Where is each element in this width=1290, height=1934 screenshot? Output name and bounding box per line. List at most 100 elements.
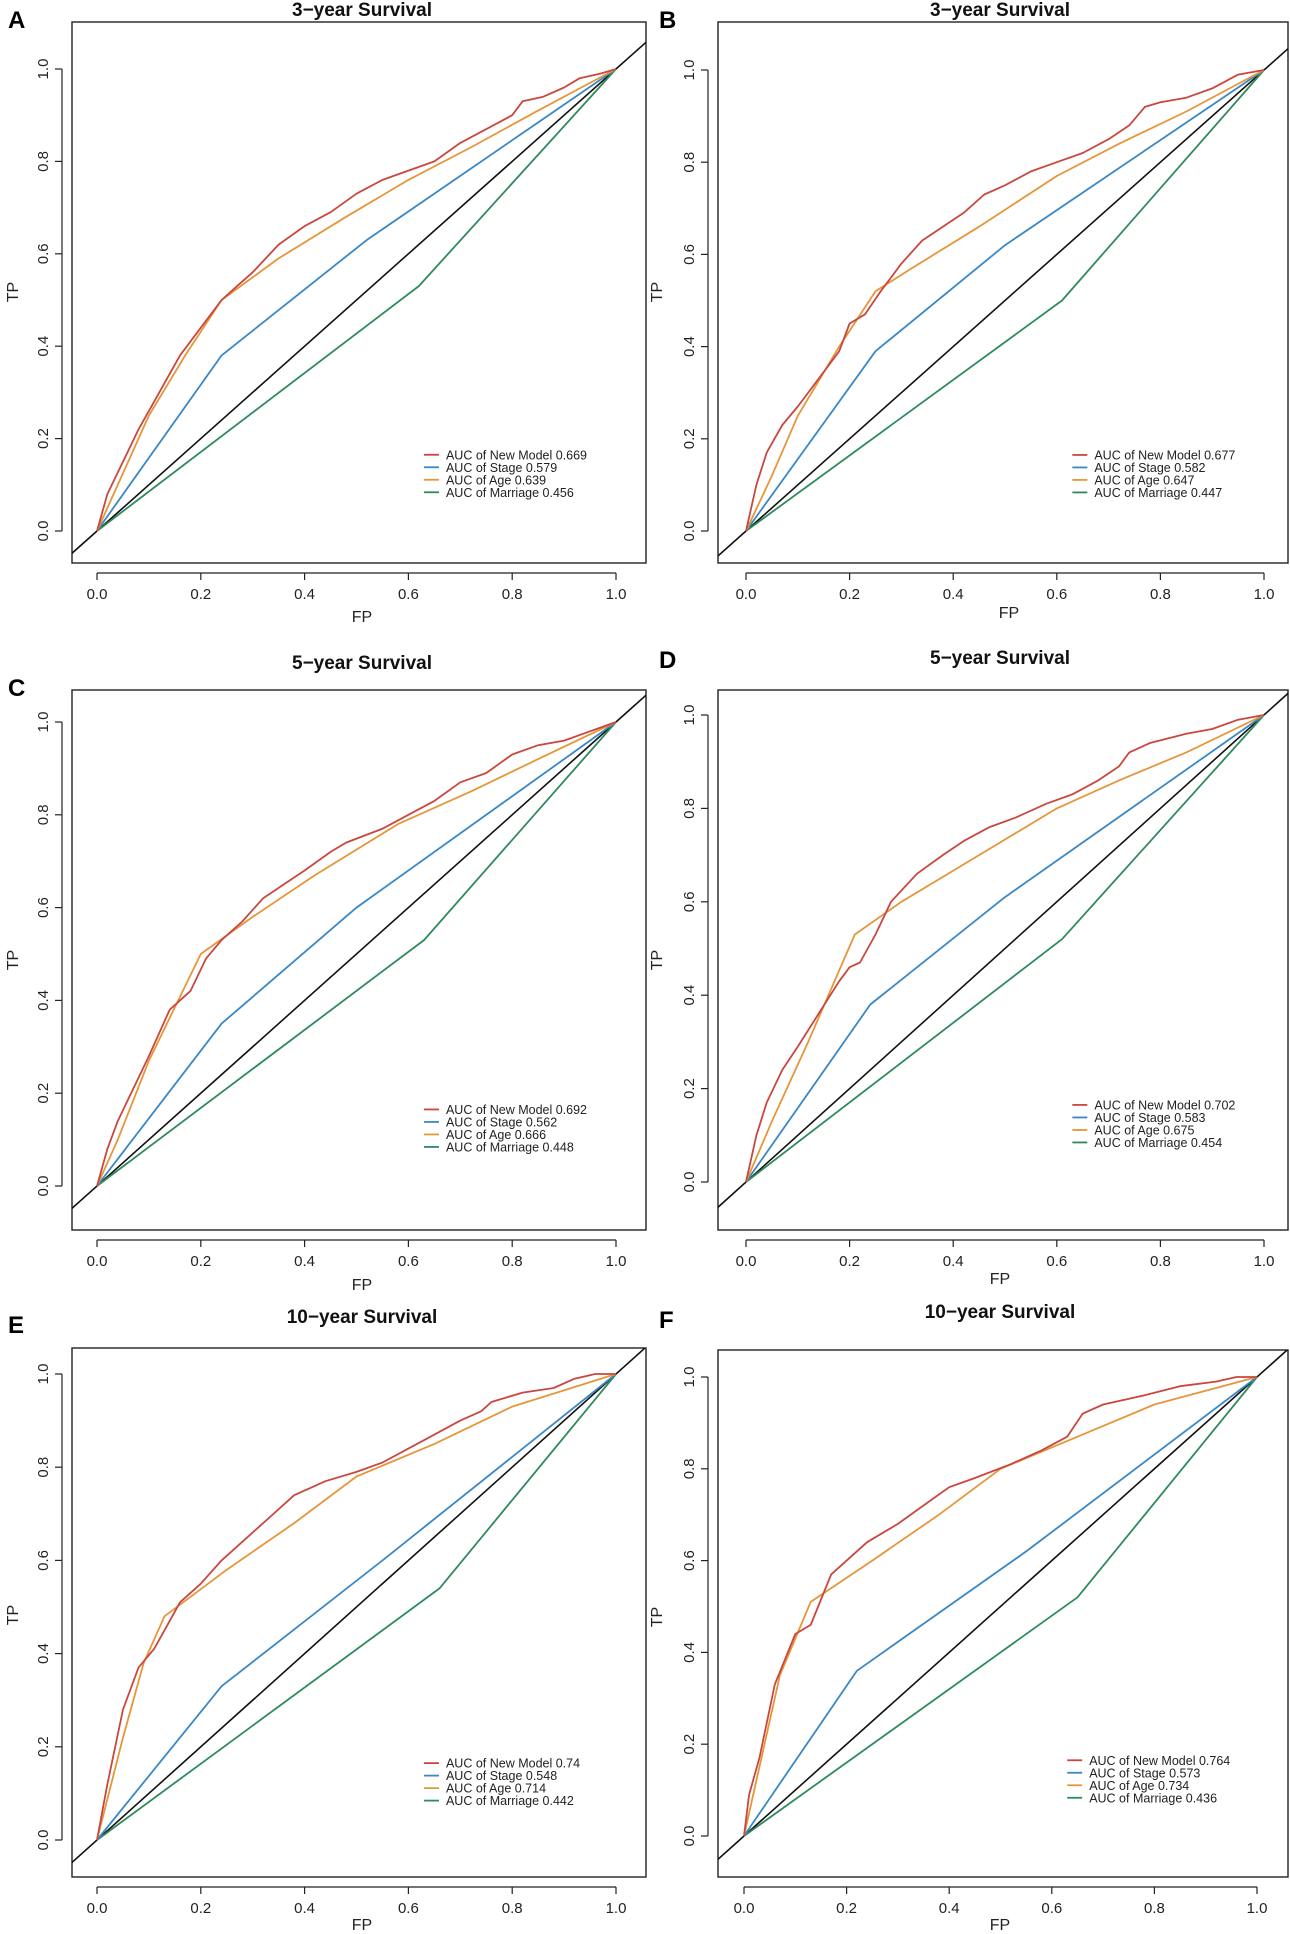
x-tick-label: 0.4: [294, 1900, 315, 1917]
panel-b: B 3−year Survival 0.0 0.2 0.4 0.6 0.8 1.0 0.0 0.2…: [649, 0, 1289, 622]
series-line-age: [96, 1373, 617, 1841]
diagonal-reference-line: [718, 47, 1288, 557]
x-axis-label: FP: [352, 1277, 372, 1294]
series-line-stage: [96, 721, 617, 1187]
x-axis: 0.0 0.2 0.4 0.6 0.8 1.0: [736, 572, 1275, 603]
y-tick-label: 0.6: [681, 1550, 698, 1571]
x-axis: 0.0 0.2 0.4 0.6 0.8 1.0: [87, 1239, 627, 1270]
x-axis: 0.0 0.2 0.4 0.6 0.8 1.0: [736, 1239, 1274, 1270]
x-tick-label: 0.6: [398, 1253, 419, 1270]
x-axis: 0.0 0.2 0.4 0.6 0.8 1.0: [87, 1886, 627, 1917]
y-tick-label: 0.2: [681, 1078, 698, 1099]
y-tick-label: 1.0: [35, 59, 52, 80]
y-tick-label: 0.8: [35, 804, 52, 825]
chart-title: 5−year Survival: [930, 648, 1070, 669]
series-line-marriage: [743, 1376, 1258, 1837]
legend-entry-stage: AUC of Stage 0.573: [1089, 1766, 1200, 1780]
x-tick-label: 0.4: [943, 586, 964, 603]
x-tick-label: 0.0: [87, 586, 108, 603]
x-axis-label: FP: [990, 1917, 1010, 1934]
chart-title: 5−year Survival: [292, 653, 432, 674]
x-tick-label: 0.6: [398, 586, 419, 603]
legend-entry-marriage: AUC of Marriage 0.442: [446, 1794, 574, 1808]
x-tick-label: 0.4: [943, 1253, 964, 1270]
series-line-marriage: [745, 69, 1265, 532]
plot-frame: [71, 1347, 647, 1878]
y-axis: 0.0 0.2 0.4 0.6 0.8 1.0: [681, 1367, 709, 1846]
y-tick-label: 1.0: [35, 1364, 52, 1385]
x-tick-label: 0.4: [294, 586, 315, 603]
y-axis-label: TP: [5, 1605, 22, 1625]
y-tick-label: 0.8: [35, 151, 52, 172]
y-tick-label: 0.2: [35, 1083, 52, 1104]
series-line-new-model: [96, 721, 617, 1187]
x-tick-label: 1.0: [606, 1253, 627, 1270]
y-tick-label: 0.6: [681, 244, 698, 265]
x-tick-label: 0.2: [839, 586, 860, 603]
y-tick-label: 0.2: [35, 1736, 52, 1757]
x-tick-label: 1.0: [606, 1900, 627, 1917]
chart-title: 3−year Survival: [292, 0, 432, 21]
x-axis-label: FP: [352, 1917, 372, 1934]
diagonal-reference-line: [718, 692, 1288, 1209]
diagonal-reference-line: [72, 1348, 646, 1864]
chart-title: 3−year Survival: [930, 0, 1070, 21]
y-tick-label: 0.4: [681, 336, 698, 357]
plot-frame: [71, 21, 647, 564]
x-tick-label: 0.8: [502, 1253, 523, 1270]
series-line-marriage: [745, 714, 1265, 1183]
x-tick-label: 0.8: [1144, 1900, 1165, 1917]
y-tick-label: 1.0: [681, 60, 698, 81]
series-line-age: [745, 714, 1265, 1183]
y-tick-label: 0.2: [681, 1734, 698, 1755]
x-tick-label: 0.0: [736, 586, 757, 603]
legend-entry-marriage: AUC of Marriage 0.456: [446, 486, 574, 500]
y-axis: 0.0 0.2 0.4 0.6 0.8 1.0: [35, 1364, 63, 1851]
x-axis: 0.0 0.2 0.4 0.6 0.8 1.0: [734, 1886, 1267, 1917]
panel-letter: E: [8, 1312, 24, 1339]
series-line-stage: [745, 714, 1265, 1183]
y-tick-label: 0.4: [681, 985, 698, 1006]
series-line-age: [743, 1376, 1258, 1837]
legend-entry-age: AUC of Age 0.675: [1094, 1123, 1194, 1137]
legend-entry-new-model: AUC of New Model 0.764: [1089, 1754, 1230, 1768]
diagonal-reference-line: [72, 41, 646, 555]
diagonal-reference-line: [72, 694, 646, 1210]
y-tick-label: 0.6: [35, 897, 52, 918]
y-tick-label: 0.4: [681, 1642, 698, 1663]
y-tick-label: 0.8: [35, 1457, 52, 1478]
series-line-new-model: [96, 68, 617, 532]
y-tick-label: 1.0: [681, 1367, 698, 1388]
legend-entry-stage: AUC of Stage 0.548: [446, 1769, 557, 1783]
panel-letter: D: [659, 647, 676, 674]
plot-area: [72, 694, 646, 1210]
x-tick-label: 0.0: [87, 1253, 108, 1270]
plot-area: [718, 47, 1288, 557]
y-tick-label: 0.0: [681, 521, 698, 542]
series-line-new-model: [745, 714, 1265, 1183]
panel-letter: F: [659, 1307, 674, 1334]
legend-entry-marriage: AUC of Marriage 0.436: [1089, 1791, 1217, 1805]
plot-area: [72, 1348, 646, 1864]
y-tick-label: 0.0: [35, 1830, 52, 1851]
legend-entry-marriage: AUC of Marriage 0.454: [1094, 1136, 1222, 1150]
x-axis: 0.0 0.2 0.4 0.6 0.8 1.0: [87, 572, 626, 603]
diagonal-reference-line: [718, 1350, 1288, 1861]
series-line-new-model: [743, 1376, 1257, 1837]
x-tick-label: 0.4: [939, 1900, 960, 1917]
panel-letter: C: [8, 675, 25, 702]
x-tick-label: 0.6: [1041, 1900, 1062, 1917]
y-tick-label: 0.2: [681, 428, 698, 449]
y-tick-label: 0.0: [35, 521, 52, 542]
legend-entry-age: AUC of Age 0.639: [446, 473, 546, 487]
x-tick-label: 1.0: [1254, 586, 1275, 603]
panel-c: C 5−year Survival 0.0 0.2 0.4 0.6 0.8 1.0 0.0 0.2…: [5, 653, 647, 1294]
series-line-marriage: [96, 68, 617, 532]
x-tick-label: 0.0: [87, 1900, 108, 1917]
